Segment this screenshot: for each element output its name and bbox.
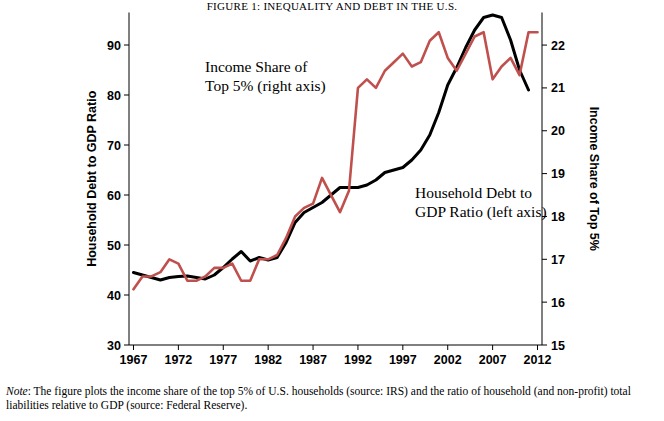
x-tick bbox=[357, 345, 358, 350]
annotation: GDP Ratio (left axis) bbox=[415, 203, 547, 221]
y2-axis bbox=[542, 13, 543, 346]
x-tick bbox=[178, 345, 179, 350]
y2-tick-label: 17 bbox=[551, 253, 565, 267]
y-tick bbox=[124, 45, 129, 46]
x-tick bbox=[223, 345, 224, 350]
y2-tick bbox=[542, 345, 547, 346]
y2-tick bbox=[542, 87, 547, 88]
y-tick-label: 70 bbox=[107, 139, 121, 153]
title: FIGURE 1: INEQUALITY AND DEBT IN THE U.S… bbox=[207, 0, 458, 12]
y2-tick-label: 15 bbox=[551, 339, 565, 353]
x-tick-label: 1972 bbox=[164, 353, 192, 367]
x-tick bbox=[268, 345, 269, 350]
y2-tick-label: 18 bbox=[551, 210, 565, 224]
x-tick bbox=[447, 345, 448, 350]
x-tick bbox=[402, 345, 403, 350]
y2-tick bbox=[542, 130, 547, 131]
y-axis-title: Household Debt to GDP Ratio bbox=[85, 90, 99, 267]
y-tick bbox=[124, 95, 129, 96]
y2-tick-label: 22 bbox=[551, 39, 565, 53]
y-tick bbox=[124, 345, 129, 346]
x-tick-label: 2007 bbox=[479, 353, 507, 367]
y-tick-label: 30 bbox=[107, 339, 121, 353]
y-tick bbox=[124, 145, 129, 146]
annotation: Household Debt to bbox=[415, 184, 532, 201]
series-line bbox=[133, 32, 537, 289]
note-label: Note bbox=[6, 385, 28, 397]
y-tick bbox=[124, 245, 129, 246]
y2-tick bbox=[542, 173, 547, 174]
y-tick-label: 50 bbox=[107, 239, 121, 253]
y2-tick-label: 20 bbox=[551, 124, 565, 138]
x-tick-label: 1992 bbox=[344, 353, 372, 367]
annotation: Income Share of bbox=[205, 58, 308, 75]
series-line bbox=[133, 15, 528, 280]
x-tick-label: 1982 bbox=[254, 353, 282, 367]
y2-tick-label: 19 bbox=[551, 167, 565, 181]
y-tick-label: 40 bbox=[107, 289, 121, 303]
x-tick bbox=[133, 345, 134, 350]
y2-tick-label: 21 bbox=[551, 81, 565, 95]
note: Note: The figure plots the income share … bbox=[6, 384, 658, 412]
x-tick-label: 1977 bbox=[209, 353, 237, 367]
plot-area bbox=[133, 15, 537, 289]
x-axis bbox=[129, 345, 542, 346]
note-text: : The figure plots the income share of t… bbox=[6, 385, 631, 411]
y-tick-label: 80 bbox=[107, 89, 121, 103]
y2-tick bbox=[542, 302, 547, 303]
y-tick-label: 90 bbox=[107, 39, 121, 53]
x-tick bbox=[313, 345, 314, 350]
y2-axis-title: Income Share of Top 5% bbox=[587, 107, 601, 251]
y-tick-label: 60 bbox=[107, 189, 121, 203]
y2-tick bbox=[542, 259, 547, 260]
x-tick-label: 2012 bbox=[524, 353, 552, 367]
x-tick bbox=[537, 345, 538, 350]
y2-tick bbox=[542, 45, 547, 46]
chart: FIGURE 1: INEQUALITY AND DEBT IN THE U.S… bbox=[0, 0, 664, 421]
x-tick-label: 1967 bbox=[120, 353, 148, 367]
annotation: Top 5% (right axis) bbox=[205, 77, 326, 95]
y2-tick-label: 16 bbox=[551, 296, 565, 310]
y-tick bbox=[124, 195, 129, 196]
x-tick-label: 1987 bbox=[299, 353, 327, 367]
x-tick bbox=[492, 345, 493, 350]
y-tick bbox=[124, 295, 129, 296]
x-tick-label: 1997 bbox=[389, 353, 417, 367]
x-tick-label: 2002 bbox=[434, 353, 462, 367]
